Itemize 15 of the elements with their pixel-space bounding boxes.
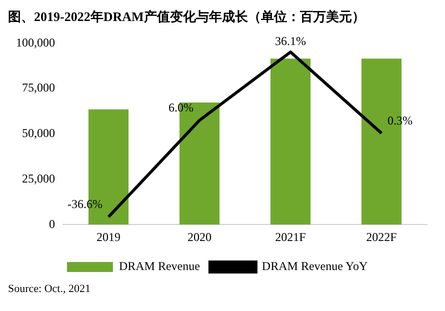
bar (270, 58, 311, 225)
data-label: 36.1% (275, 34, 306, 48)
y-tick-label: 75,000 (22, 80, 55, 95)
legend-label: DRAM Revenue (118, 259, 200, 274)
chart-title: 图、2019-2022年DRAM产值变化与年成长（单位：百万美元） (8, 8, 366, 26)
x-tick-label: 2021F (275, 230, 306, 244)
y-tick-label: 25,000 (22, 171, 55, 186)
x-tick-label: 2022F (366, 230, 398, 244)
legend-label: DRAM Revenue YoY (262, 259, 368, 274)
source-note: Source: Oct., 2021 (8, 283, 92, 295)
x-tick-label: 2020 (188, 230, 212, 244)
y-tick-label: 100,000 (16, 35, 55, 50)
y-tick-label: 50,000 (22, 126, 55, 140)
y-tick-label: 0 (49, 216, 55, 231)
x-tick-label: 2019 (96, 230, 120, 244)
